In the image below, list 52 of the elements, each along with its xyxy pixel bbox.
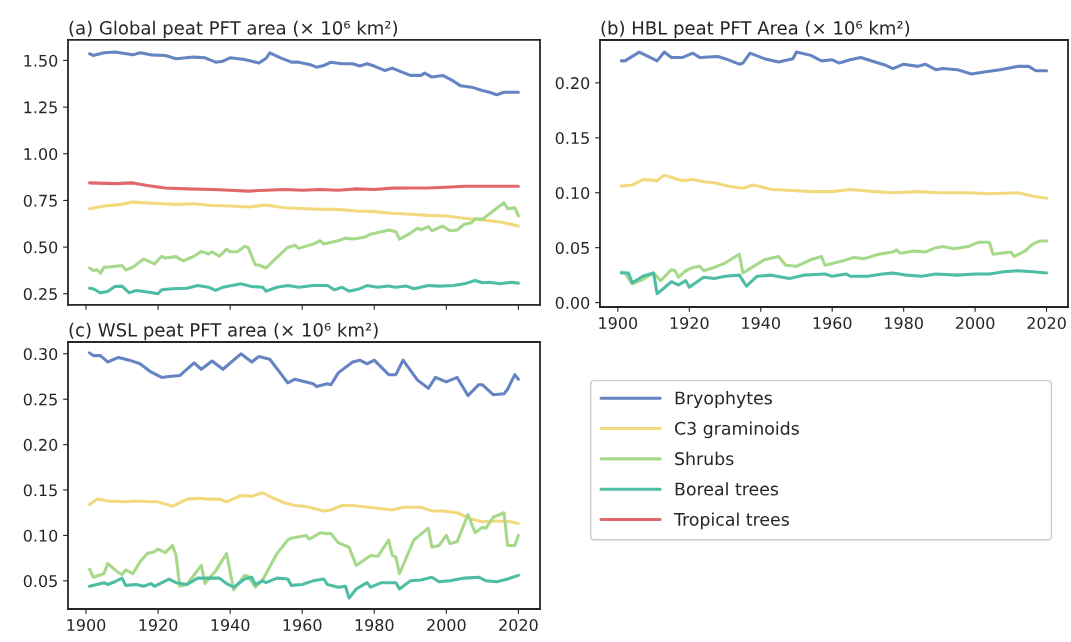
x-tick-label: 2000 [427, 619, 466, 632]
legend-label: C3 graminoids [674, 421, 799, 439]
y-tick-label: 0.25 [23, 287, 57, 301]
line-series [88, 278, 520, 296]
legend-label: Shrubs [675, 451, 734, 466]
y-tick-label: 0.15 [555, 132, 589, 145]
legend-label: Boreal trees [675, 482, 779, 496]
chart-title: (b) HBL peat PFT Area (× 10⁶ km²) [601, 20, 910, 39]
line-series [619, 269, 1049, 296]
line-series [88, 511, 520, 592]
x-tick-label: 1960 [283, 619, 322, 632]
y-tick-label: 0.30 [23, 348, 58, 361]
x-tick-label: 1980 [355, 619, 394, 632]
x-tick-label: 1980 [885, 317, 923, 330]
line-series [88, 50, 520, 97]
y-tick-label: 1.50 [24, 54, 58, 67]
y-tick-label: 0.10 [23, 529, 58, 542]
line-series [88, 491, 520, 526]
line-series [88, 351, 520, 398]
y-tick-label: 1.25 [24, 101, 57, 114]
legend-label: Bryophytes [675, 391, 772, 408]
y-tick-label: 0.05 [555, 241, 589, 254]
chart-title: (a) Global peat PFT area (× 10⁶ km²) [69, 20, 398, 39]
y-tick-label: 1.00 [24, 147, 58, 161]
y-tick-label: 0.05 [23, 575, 57, 588]
line-series [619, 239, 1049, 286]
x-tick-label: 1960 [813, 317, 852, 330]
line-series [88, 573, 520, 600]
x-tick-label: 1920 [139, 619, 178, 632]
legend-label: Tropical trees [673, 512, 789, 530]
line-series [619, 50, 1049, 76]
y-tick-label: 0.20 [555, 77, 590, 90]
line-series [88, 200, 520, 228]
chart-title: (c) WSL peat PFT area (× 10⁶ km²) [69, 322, 378, 341]
x-tick-label: 2000 [955, 317, 995, 330]
y-tick-label: 0.75 [23, 194, 57, 207]
y-tick-label: 0.15 [23, 484, 57, 497]
line-series [619, 173, 1049, 200]
x-tick-label: 1920 [670, 317, 709, 330]
x-tick-label: 1940 [742, 317, 781, 330]
line-series [88, 201, 520, 275]
y-tick-label: 0.20 [23, 438, 58, 451]
x-tick-label: 2020 [499, 619, 538, 632]
y-tick-label: 0.10 [555, 186, 590, 200]
x-tick-label: 1900 [599, 317, 638, 330]
x-tick-label: 2020 [1027, 317, 1066, 330]
y-tick-label: 0.00 [555, 296, 590, 309]
x-tick-label: 1940 [211, 619, 250, 632]
y-tick-label: 0.50 [23, 241, 58, 254]
x-tick-label: 1900 [67, 619, 106, 632]
line-series [88, 181, 520, 193]
y-tick-label: 0.25 [23, 393, 57, 406]
